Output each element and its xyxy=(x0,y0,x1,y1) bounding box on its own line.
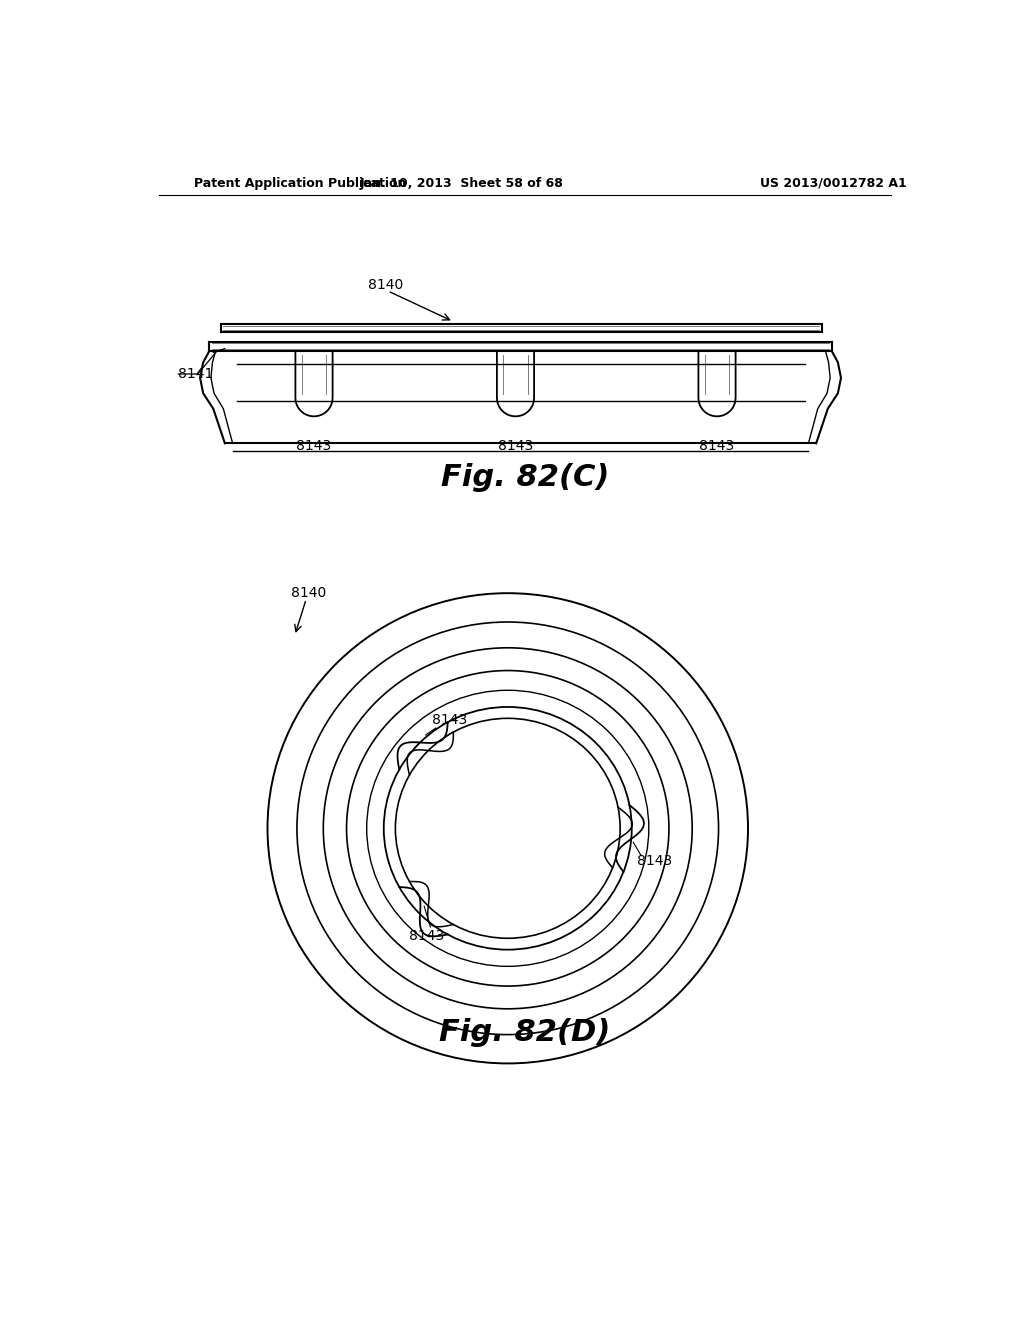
Text: 8141: 8141 xyxy=(178,367,214,381)
Text: Jan. 10, 2013  Sheet 58 of 68: Jan. 10, 2013 Sheet 58 of 68 xyxy=(359,177,563,190)
Text: Fig. 82(C): Fig. 82(C) xyxy=(440,463,609,492)
Text: US 2013/0012782 A1: US 2013/0012782 A1 xyxy=(760,177,906,190)
Text: Patent Application Publication: Patent Application Publication xyxy=(194,177,407,190)
Text: 8143: 8143 xyxy=(637,854,673,867)
Text: 8143: 8143 xyxy=(296,440,332,454)
Text: 8143: 8143 xyxy=(432,713,467,727)
Text: Fig. 82(D): Fig. 82(D) xyxy=(439,1018,610,1047)
Text: 8143: 8143 xyxy=(699,440,734,454)
Text: 8140: 8140 xyxy=(291,586,326,601)
Text: 8140: 8140 xyxy=(369,279,403,293)
Text: 8143: 8143 xyxy=(409,929,444,944)
Text: 8143: 8143 xyxy=(498,440,534,454)
